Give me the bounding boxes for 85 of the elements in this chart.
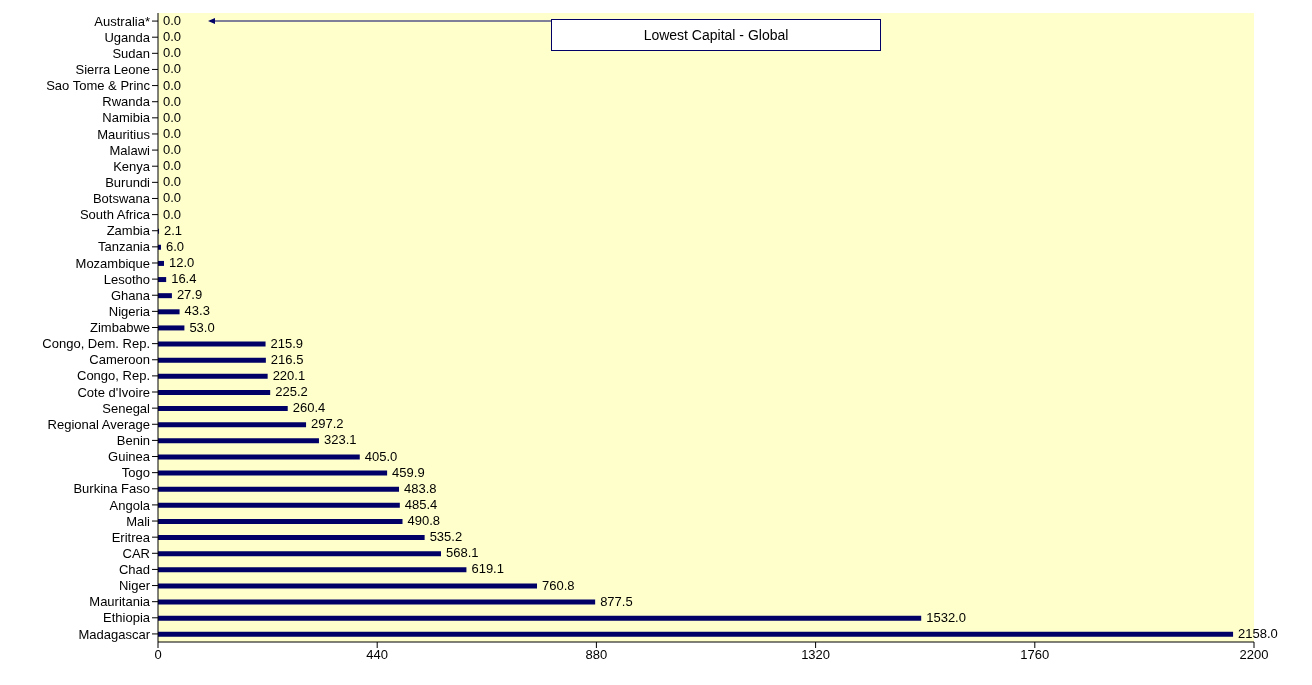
data-label: 220.1 [272,367,306,383]
y-tick-label: Mali [126,513,151,529]
x-tick-label: 440 [366,647,389,663]
y-tick-label: Nigeria [108,303,151,319]
data-label: 16.4 [171,271,197,287]
y-tick-label: CAR [122,545,150,561]
y-tick-label: Rwanda [102,94,151,110]
y-tick-label: Senegal [102,400,151,416]
data-label: 0.0 [163,109,182,125]
x-tick-label: 2200 [1239,647,1269,663]
data-label: 405.0 [364,448,398,464]
y-tick-label: Malawi [109,142,151,158]
data-label: 0.0 [163,93,182,109]
y-tick-label: Botswana [92,191,151,207]
y-tick-label: Cote d'Ivoire [77,384,150,400]
data-label: 53.0 [189,319,215,335]
y-tick-label: Niger [118,578,151,594]
y-tick-label: Kenya [113,158,151,174]
data-label: 215.9 [270,335,304,351]
y-tick-label: Congo, Rep. [77,368,150,384]
data-label: 485.4 [404,496,438,512]
y-tick-label: Sao Tome & Princ [46,78,151,94]
y-tick-label: Ghana [110,287,151,303]
data-label: 568.1 [446,545,479,561]
y-tick-label: Zimbabwe [90,320,150,336]
data-label: 216.5 [270,351,304,367]
y-tick-label: Mauritius [97,126,151,142]
data-label: 760.8 [542,577,575,593]
data-label: 225.2 [275,384,308,400]
y-tick-label: Chad [118,562,150,578]
x-tick-label: 0 [154,647,162,663]
data-label: 1532.0 [926,609,966,625]
y-tick-label: South Africa [79,207,151,223]
y-tick-label: Namibia [102,110,151,126]
data-label: 0.0 [163,125,182,141]
data-label: 0.0 [163,158,182,174]
data-label: 459.9 [392,464,425,480]
data-label: 877.5 [600,593,633,609]
data-label: 0.0 [163,174,182,190]
y-tick-label: Tanzania [97,239,151,255]
y-tick-label: Uganda [104,29,151,45]
data-label: 0.0 [163,142,182,158]
y-tick-label: Mauritania [89,594,151,610]
data-label: 2158.0 [1238,625,1278,641]
data-label: 0.0 [163,190,182,206]
data-label: 483.8 [404,480,437,496]
y-tick-label: Togo [121,465,150,481]
data-label: 6.0 [165,238,185,254]
data-label: 0.0 [163,13,182,29]
data-label: 260.4 [292,400,326,416]
y-tick-label: Benin [116,433,150,449]
x-tick-label: 880 [585,647,608,663]
data-label: 490.8 [407,513,441,529]
y-tick-label: Guinea [108,449,151,465]
y-tick-label: Cameroon [89,352,150,368]
y-tick-label: Burundi [105,174,151,190]
data-label: 0.0 [163,61,182,77]
data-label: 619.1 [471,561,504,577]
x-tick-label: 1760 [1020,647,1050,663]
data-label: 297.2 [311,416,344,432]
y-tick-label: Australia* [94,13,150,29]
y-tick-label: Eritrea [111,529,151,545]
data-label: 27.9 [176,287,203,303]
data-label: 43.3 [184,303,210,319]
y-tick-label: Madagascar [78,626,151,642]
y-tick-label: Congo, Dem. Rep. [42,336,150,352]
y-tick-label: Angola [109,497,151,513]
data-label: 0.0 [163,206,182,222]
data-label: 323.1 [323,432,357,448]
data-label: 0.0 [163,45,182,61]
y-tick-label: Ethiopia [103,610,151,626]
data-label: 0.0 [163,29,182,45]
data-label: 12.0 [168,254,195,270]
y-tick-label: Burkina Faso [73,481,150,497]
x-tick-label: 1320 [801,647,831,663]
y-tick-label: Regional Average [47,416,150,432]
y-tick-label: Sierra Leone [75,62,150,78]
data-label: 2.1 [164,222,183,238]
data-label: 535.2 [429,529,463,545]
data-label: 0.0 [163,77,182,93]
y-tick-label: Mozambique [75,255,150,271]
y-tick-label: Sudan [112,45,150,61]
y-tick-label: Lesotho [103,271,150,287]
y-tick-label: Zambia [106,223,151,239]
callout-box: Lowest Capital - Global [551,19,881,51]
